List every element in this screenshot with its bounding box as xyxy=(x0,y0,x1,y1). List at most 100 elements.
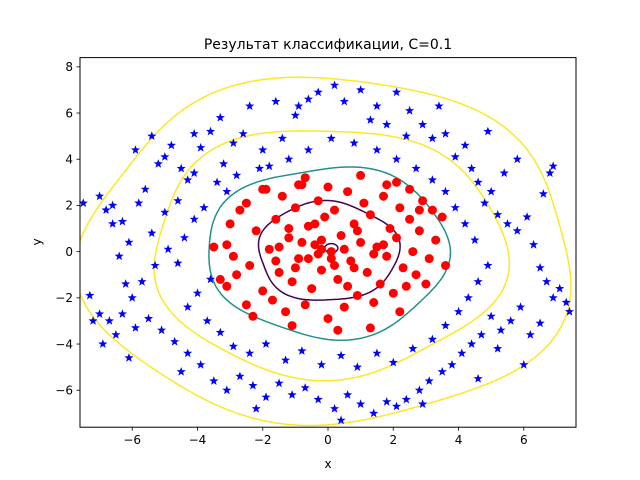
data-point-star xyxy=(215,112,225,122)
data-point-star xyxy=(130,145,140,154)
data-point-star xyxy=(460,219,470,228)
x-tick-label: 4 xyxy=(455,433,463,447)
data-point-circle xyxy=(215,274,225,284)
data-point-circle xyxy=(317,235,326,245)
data-point-star xyxy=(287,390,297,399)
data-point-star xyxy=(121,279,131,288)
data-point-circle xyxy=(418,196,428,206)
data-point-star xyxy=(447,360,457,369)
data-point-circle xyxy=(427,205,437,215)
data-point-circle xyxy=(297,237,307,247)
data-point-star xyxy=(483,260,493,270)
x-tick-label: 2 xyxy=(389,433,397,447)
data-point-star xyxy=(326,133,336,143)
data-point-circle xyxy=(290,263,300,273)
data-point-star xyxy=(512,226,522,235)
data-point-star xyxy=(440,320,450,330)
data-point-star xyxy=(408,343,418,353)
data-point-circle xyxy=(313,196,323,206)
data-point-star xyxy=(95,191,105,201)
data-point-circle xyxy=(271,256,281,266)
data-point-star xyxy=(199,202,209,212)
contour-line xyxy=(153,130,511,382)
data-point-star xyxy=(206,274,216,284)
data-point-star xyxy=(117,216,127,226)
y-tick-label: 0 xyxy=(65,245,73,259)
data-point-star xyxy=(356,85,366,94)
y-tick-label: −2 xyxy=(55,291,73,305)
data-point-circle xyxy=(437,212,447,222)
data-point-star xyxy=(467,339,477,348)
data-point-circle xyxy=(401,281,411,291)
data-point-star xyxy=(254,163,264,173)
y-tick-label: −4 xyxy=(55,337,73,351)
data-point-star xyxy=(392,401,402,411)
data-point-circle xyxy=(352,291,362,300)
y-tick-label: 8 xyxy=(65,60,73,74)
data-point-circle xyxy=(356,170,366,180)
data-point-star xyxy=(114,251,124,261)
data-point-circle xyxy=(310,240,320,250)
data-point-star xyxy=(261,392,271,402)
data-point-circle xyxy=(352,226,362,236)
data-point-circle xyxy=(395,307,405,317)
data-point-circle xyxy=(369,298,379,307)
data-point-star xyxy=(245,101,255,110)
data-point-star xyxy=(274,378,284,388)
data-point-circle xyxy=(441,261,450,270)
data-point-star xyxy=(95,309,105,318)
data-point-star xyxy=(303,94,313,104)
data-point-star xyxy=(104,316,114,325)
y-axis-label: y xyxy=(30,238,44,245)
data-point-star xyxy=(365,115,375,124)
data-point-star xyxy=(542,276,552,286)
data-point-circle xyxy=(264,244,274,254)
data-point-star xyxy=(460,140,470,150)
data-point-star xyxy=(209,376,219,385)
data-point-star xyxy=(493,209,503,219)
data-point-star xyxy=(392,154,402,164)
data-point-star xyxy=(473,373,483,383)
x-tick-label: −4 xyxy=(189,433,207,447)
data-point-star xyxy=(564,306,574,316)
data-point-circle xyxy=(310,219,320,229)
data-point-circle xyxy=(245,261,255,270)
data-point-circle xyxy=(339,244,349,254)
data-point-circle xyxy=(382,251,392,261)
data-point-circle xyxy=(414,226,424,236)
data-point-star xyxy=(206,126,216,136)
data-point-star xyxy=(372,145,382,154)
data-point-circle xyxy=(431,235,441,245)
data-point-star xyxy=(134,198,144,207)
data-point-star xyxy=(228,138,238,147)
data-point-star xyxy=(300,383,310,392)
data-point-star xyxy=(173,196,183,205)
data-point-circle xyxy=(323,182,333,192)
data-point-star xyxy=(108,200,118,210)
data-point-circle xyxy=(320,212,330,222)
data-point-circle xyxy=(343,281,353,291)
data-point-circle xyxy=(375,279,385,289)
data-point-circle xyxy=(248,311,258,321)
data-point-star xyxy=(548,161,558,171)
data-point-circle xyxy=(349,219,359,229)
data-point-circle xyxy=(222,240,232,250)
data-point-circle xyxy=(392,177,401,187)
data-point-star xyxy=(85,290,95,300)
data-point-star xyxy=(392,87,402,97)
data-point-star xyxy=(470,235,480,244)
data-point-circle xyxy=(241,198,251,208)
data-point-star xyxy=(176,163,186,173)
data-point-circle xyxy=(343,187,353,197)
data-point-star xyxy=(352,362,362,371)
data-point-star xyxy=(313,87,323,97)
data-point-star xyxy=(202,316,212,325)
x-axis-ticks: −6 −4 −2 0 2 4 6 xyxy=(123,427,528,447)
data-point-star xyxy=(215,327,225,337)
data-point-circle xyxy=(209,242,219,252)
data-point-star xyxy=(88,316,98,325)
data-point-star xyxy=(78,198,88,207)
data-point-star xyxy=(529,239,539,249)
data-point-star xyxy=(473,276,483,286)
data-point-circle xyxy=(388,288,398,298)
